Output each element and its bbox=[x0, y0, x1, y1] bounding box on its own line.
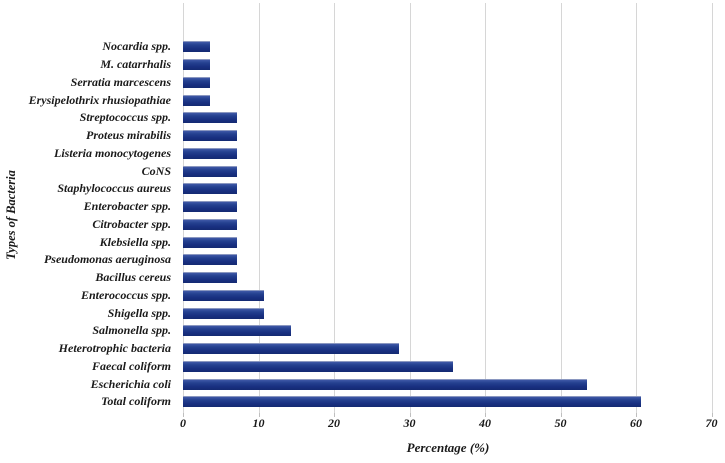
x-tick-label-60: 60 bbox=[630, 416, 642, 430]
bar-row bbox=[183, 216, 712, 234]
bar bbox=[183, 76, 210, 88]
x-axis-title: Percentage (%) bbox=[406, 440, 490, 455]
category-label: Nocardia spp. bbox=[102, 39, 171, 54]
gridline-x-20 bbox=[334, 3, 335, 413]
bar-row bbox=[183, 56, 712, 74]
bar bbox=[183, 396, 642, 408]
x-tick-mark-20 bbox=[334, 413, 335, 417]
bar-row bbox=[183, 145, 712, 163]
gridline-x-60 bbox=[636, 3, 637, 413]
x-tick-label-50: 50 bbox=[554, 416, 567, 430]
bar-row bbox=[183, 198, 712, 216]
bar bbox=[183, 272, 237, 284]
category-label: Salmonella spp. bbox=[92, 323, 171, 338]
bar-row bbox=[183, 91, 712, 109]
bar bbox=[183, 41, 210, 53]
bar-row bbox=[183, 38, 712, 56]
x-tick-label-10: 10 bbox=[252, 416, 265, 430]
bar-row bbox=[183, 180, 712, 198]
bar bbox=[183, 307, 264, 319]
category-label: Enterobacter spp. bbox=[83, 199, 171, 214]
gridline-x-70 bbox=[711, 3, 713, 413]
x-tick-label-30: 30 bbox=[403, 416, 416, 430]
x-tick-mark-50 bbox=[560, 413, 562, 417]
bar bbox=[183, 183, 237, 195]
bar bbox=[183, 378, 588, 390]
bar-row bbox=[183, 322, 712, 340]
bar bbox=[183, 165, 237, 177]
bar bbox=[183, 325, 291, 337]
category-label: Staphylococcus aureus bbox=[57, 181, 171, 196]
bar bbox=[183, 343, 399, 355]
bar bbox=[183, 94, 210, 106]
x-tick-mark-30 bbox=[409, 413, 411, 417]
bar bbox=[183, 254, 237, 266]
bar-row bbox=[183, 162, 712, 180]
x-tick-label-0: 0 bbox=[180, 416, 186, 430]
bar-row bbox=[183, 287, 712, 305]
bar-row bbox=[183, 269, 712, 287]
x-tick-label-70: 70 bbox=[705, 416, 718, 430]
x-tick-mark-60 bbox=[636, 413, 637, 417]
category-label: M. catarrhalis bbox=[100, 57, 171, 72]
x-tick-mark-0 bbox=[183, 413, 184, 417]
bar bbox=[183, 201, 237, 213]
category-label: Erysipelothrix rhusiopathiae bbox=[28, 92, 171, 107]
bar-row bbox=[183, 358, 712, 376]
bar-row bbox=[183, 375, 712, 393]
bar-row bbox=[183, 304, 712, 322]
gridline-x-40 bbox=[485, 3, 486, 413]
bar-row bbox=[183, 109, 712, 127]
bar-row bbox=[183, 251, 712, 269]
bar bbox=[183, 218, 237, 230]
x-tick-mark-70 bbox=[711, 413, 713, 417]
bar bbox=[183, 289, 264, 301]
gridline-x-30 bbox=[409, 3, 411, 413]
bar bbox=[183, 236, 237, 248]
x-tick-mark-10 bbox=[258, 413, 260, 417]
plot-area bbox=[183, 3, 713, 413]
bar-row bbox=[183, 393, 712, 411]
x-tick-label-40: 40 bbox=[479, 416, 491, 430]
category-label: Proteus mirabilis bbox=[85, 128, 171, 143]
bar-row bbox=[183, 127, 712, 145]
category-label: Enterococcus spp. bbox=[81, 287, 171, 302]
category-label: Heterotrophic bacteria bbox=[58, 341, 171, 356]
category-label: Listeria monocytogenes bbox=[54, 145, 171, 160]
category-label: Pseudomonas aeruginosa bbox=[43, 252, 171, 267]
category-label: Citrobacter spp. bbox=[92, 216, 171, 231]
bar-row bbox=[183, 340, 712, 358]
x-tick-mark-40 bbox=[485, 413, 486, 417]
category-label: Shigella spp. bbox=[107, 305, 171, 320]
category-label: Serratia marcescens bbox=[70, 74, 171, 89]
bar bbox=[183, 59, 210, 71]
category-label: Faecal coliform bbox=[92, 358, 171, 373]
bars-container bbox=[183, 38, 712, 411]
category-label: Total coliform bbox=[101, 394, 171, 409]
category-label: CoNS bbox=[141, 163, 171, 178]
gridline-x-50 bbox=[560, 3, 562, 413]
bar bbox=[183, 130, 237, 142]
bar-row bbox=[183, 233, 712, 251]
bar bbox=[183, 147, 237, 159]
gridline-x-10 bbox=[258, 3, 260, 413]
category-labels-column: Nocardia spp. M. catarrhalis Serratia marc… bbox=[0, 38, 177, 411]
category-label: Streptococcus spp. bbox=[79, 110, 171, 125]
x-tick-label-20: 20 bbox=[328, 416, 340, 430]
bar bbox=[183, 112, 237, 124]
category-label: Escherichia coli bbox=[90, 376, 171, 391]
category-label: Bacillus cereus bbox=[95, 270, 171, 285]
category-label: Klebsiella spp. bbox=[99, 234, 171, 249]
bar-row bbox=[183, 74, 712, 92]
bar bbox=[183, 360, 453, 372]
